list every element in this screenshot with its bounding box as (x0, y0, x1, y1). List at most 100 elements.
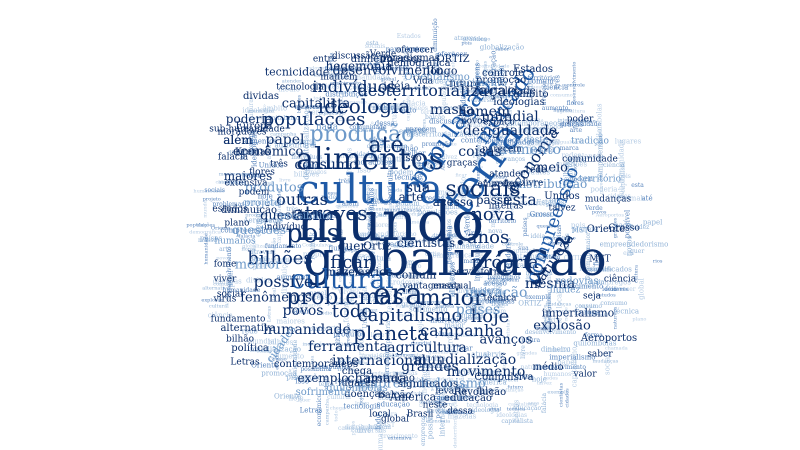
filler-word: ideologia (536, 140, 560, 147)
filler-word: planeta (435, 303, 455, 310)
filler-word: servir (456, 184, 472, 191)
word-movimento: movimento (446, 364, 526, 380)
filler-word: neste (450, 86, 465, 93)
filler-word: nova (443, 77, 456, 84)
filler-word: humanidade (193, 188, 225, 195)
word-kremak: Kremak (235, 147, 271, 158)
filler-word: livre (279, 177, 291, 184)
filler-word: empregos (595, 278, 631, 287)
filler-word: discussão (429, 117, 464, 126)
word-maiores: maiores (223, 169, 273, 183)
filler-word: alternativa (393, 390, 421, 397)
filler-word: Brasil (249, 256, 268, 264)
filler-word: movimento (467, 376, 496, 383)
filler-word: movimento (370, 64, 410, 73)
filler-word: esta (631, 182, 644, 190)
filler-word: bilhão (586, 310, 609, 319)
filler-word: rede (370, 152, 387, 161)
word-america: América (389, 390, 437, 404)
word-estados: Estados (513, 64, 553, 75)
filler-word: Europa (574, 308, 601, 317)
word-ortiz: Ortiz (362, 239, 392, 253)
word-parecem: parecem (482, 144, 522, 155)
filler-word: política (318, 110, 338, 117)
filler-word: chega (341, 247, 357, 254)
filler-word: população (435, 385, 462, 392)
filler-word: educação (487, 276, 512, 283)
filler-word: doenças (447, 234, 468, 241)
filler-word: explosão (524, 125, 547, 132)
word-viver: viver (213, 274, 237, 285)
filler-word: mundial (438, 394, 468, 403)
filler-word: longo (543, 123, 561, 131)
filler-word: países (199, 234, 223, 243)
filler-word: estudos (596, 292, 616, 299)
filler-word: movimento (368, 101, 408, 110)
filler-word: nada (614, 221, 632, 230)
filler-word: dessa (324, 190, 339, 197)
filler-word: três (286, 205, 299, 213)
filler-word: terra (318, 380, 334, 388)
filler-word: natureza (520, 363, 548, 371)
filler-word: mazelas (447, 412, 477, 421)
filler-word: imperialismo (549, 353, 596, 362)
filler-word: Ortiz (544, 316, 563, 325)
word-talvez: talvez (548, 203, 576, 214)
word-mesma: mesma (524, 276, 576, 292)
filler-word: Unidos (305, 169, 327, 177)
word-diminuicao: diminuição (221, 205, 277, 216)
filler-word: chamada (439, 409, 463, 416)
filler-word: Revolução (330, 67, 357, 74)
filler-word: extensiva (324, 71, 349, 78)
filler-word: população (569, 118, 596, 125)
filler-word: rios (652, 258, 663, 265)
filler-word: Grosso (269, 356, 287, 363)
filler-word: educação (512, 404, 542, 412)
filler-word: compreensão (405, 211, 440, 218)
filler-word: possível (526, 212, 552, 220)
filler-word: capitalismo (264, 115, 300, 123)
word-ambito: âmbito (513, 89, 549, 100)
filler-word: graças (355, 252, 373, 259)
filler-word: empreendedorismo (599, 240, 669, 249)
filler-word: natureza (525, 270, 553, 278)
filler-word: poder (484, 279, 503, 287)
filler-word: maior (444, 321, 465, 330)
word-tecnicidade: tecnicidade (264, 65, 330, 79)
filler-word: Letras (266, 305, 273, 323)
word-vantagens: vantagens (402, 281, 450, 292)
filler-word: falácia (238, 233, 256, 240)
filler-word: mundial (411, 340, 432, 347)
word-ideia: idéia (383, 79, 411, 93)
filler-word: futuro (507, 384, 524, 391)
filler-word: médio (398, 312, 415, 319)
word-promocao: promoção (475, 75, 527, 86)
word-possibilita: possibilita (280, 211, 332, 222)
word-contemporaneos: contemporâneos (273, 359, 359, 370)
filler-word: cientistas (248, 108, 273, 115)
filler-word: possibilita (409, 354, 447, 363)
filler-word: Orientalismo (460, 117, 500, 125)
word-rede: rede (525, 165, 547, 176)
filler-word: sociais (364, 42, 386, 50)
filler-word: plano (435, 330, 453, 338)
filler-word: além (449, 85, 465, 93)
filler-word: rodovias (305, 65, 328, 72)
filler-word: melhor (400, 149, 426, 158)
word-humanidade: humanidade (263, 322, 351, 338)
filler-word: poderia (590, 185, 618, 194)
filler-word: esta (366, 39, 379, 47)
filler-word: atual (475, 389, 489, 396)
word-fluidez: fluidez (549, 285, 581, 296)
word-desigualdade: desigualdade (462, 123, 558, 139)
filler-word: livre (370, 331, 385, 339)
filler-word: cidades (353, 150, 377, 158)
filler-word: Kremak (616, 194, 645, 203)
filler-word: poderia (569, 176, 593, 184)
word-virus: vírus (213, 294, 237, 305)
filler-word: demográfica (428, 251, 473, 260)
filler-word: meio (356, 385, 371, 393)
filler-word: comunidade (242, 198, 286, 207)
filler-word: fluidez (628, 223, 650, 231)
filler-word: indivíduos (430, 316, 467, 325)
